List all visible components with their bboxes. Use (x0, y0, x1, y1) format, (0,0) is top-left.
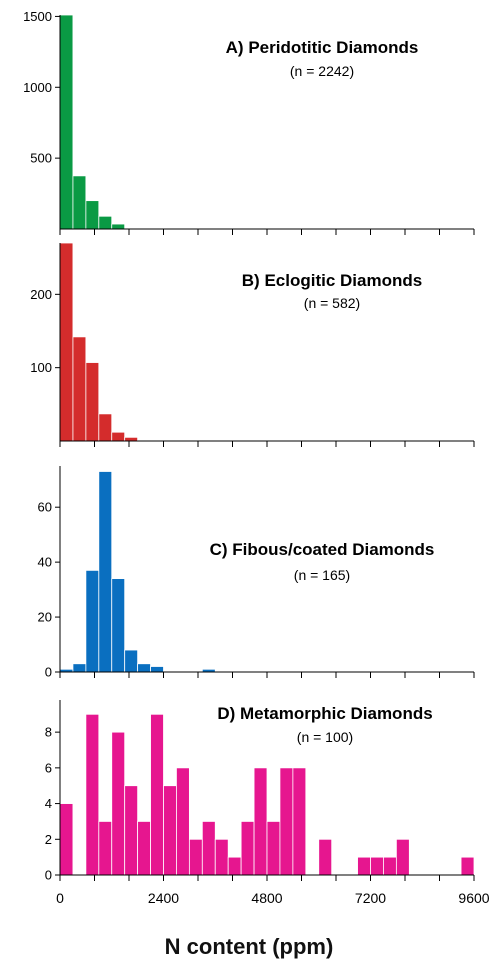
histogram-bar (318, 838, 333, 876)
x-tick-label: 4800 (251, 890, 282, 906)
histogram-bar (72, 175, 87, 230)
y-tick-label: 4 (45, 796, 52, 811)
histogram-bar (111, 578, 126, 673)
histogram-bar (111, 431, 126, 442)
histogram-bar (163, 785, 177, 876)
histogram-bar (370, 856, 384, 876)
histogram-bar (279, 767, 294, 876)
y-tick-label: 6 (45, 760, 52, 775)
panel-d: 0 2 4 6 8 D) Metamorphic Diamonds (n = 100) (45, 700, 475, 883)
panel-c: 0 20 40 60 C) Fibous/coated Diamonds (n = 165… (38, 466, 475, 680)
y-tick-label: 500 (30, 151, 52, 166)
y-tick-label: 1500 (23, 9, 52, 24)
panel-b: 100 200 B) Eclogitic Diamonds (n = 582) (30, 242, 475, 447)
histogram-bar (98, 821, 113, 876)
histogram-bar (85, 713, 100, 876)
histogram-bar (98, 471, 113, 673)
y-tick-label: 0 (45, 665, 52, 680)
histogram-bar (85, 200, 100, 230)
histogram-bar (188, 838, 203, 876)
x-tick-label: 2400 (148, 890, 179, 906)
y-tick-label: 1000 (23, 80, 52, 95)
histogram-bar (124, 649, 139, 673)
panel-a: 500 1000 1500 A) Peridotitic Diamonds (n = 2… (23, 9, 475, 235)
y-tick-label: 2 (45, 832, 52, 847)
histogram-bar (124, 436, 139, 442)
panel-title: D) Metamorphic Diamonds (217, 704, 432, 723)
histogram-bar (137, 821, 151, 876)
histogram-bar (150, 666, 164, 673)
histogram-bar (85, 362, 100, 442)
histogram-bar (460, 856, 475, 876)
histogram-bar (227, 856, 242, 876)
panel-title: B) Eclogitic Diamonds (242, 271, 422, 290)
histogram-bar (59, 14, 74, 230)
histogram-bar (395, 838, 410, 876)
panel-title: C) Fibous/coated Diamonds (210, 540, 435, 559)
histogram-bar (124, 785, 139, 876)
histogram-bar (357, 856, 371, 876)
histogram-bar (72, 336, 87, 442)
histogram-bar (98, 215, 113, 230)
y-tick-label: 60 (38, 500, 52, 515)
histogram-bar (111, 223, 126, 230)
x-tick-label: 0 (56, 890, 64, 906)
panel-count: (n = 165) (294, 567, 350, 583)
y-tick-label: 40 (38, 555, 52, 570)
histogram-bar (72, 663, 87, 673)
y-tick-label: 0 (45, 868, 52, 883)
y-tick-label: 8 (45, 725, 52, 740)
x-tick-label: 7200 (355, 890, 386, 906)
panel-count: (n = 2242) (290, 63, 354, 79)
y-tick-label: 20 (38, 610, 52, 625)
histogram-bar (98, 413, 113, 442)
histogram-bar (266, 821, 281, 876)
histogram-bar (59, 803, 74, 876)
histogram-bar (240, 821, 255, 876)
x-tick-label: 9600 (458, 890, 489, 906)
y-tick-label: 100 (30, 360, 52, 375)
histogram-bar (201, 821, 216, 876)
histogram-bar (383, 856, 397, 876)
histogram-bar (137, 663, 151, 673)
panel-count: (n = 582) (304, 295, 360, 311)
histogram-bar (214, 838, 229, 876)
panel-title: A) Peridotitic Diamonds (226, 38, 419, 57)
panel-count: (n = 100) (297, 729, 353, 745)
x-axis-label: N content (ppm) (164, 934, 334, 959)
histogram-bar (150, 713, 164, 876)
histogram-bar (111, 731, 126, 876)
histogram-bar (176, 767, 190, 876)
histogram-bar (292, 767, 307, 876)
histogram-bar (59, 242, 74, 442)
histogram-bar (85, 569, 100, 673)
y-tick-label: 200 (30, 287, 52, 302)
histogram-bar (253, 767, 268, 876)
